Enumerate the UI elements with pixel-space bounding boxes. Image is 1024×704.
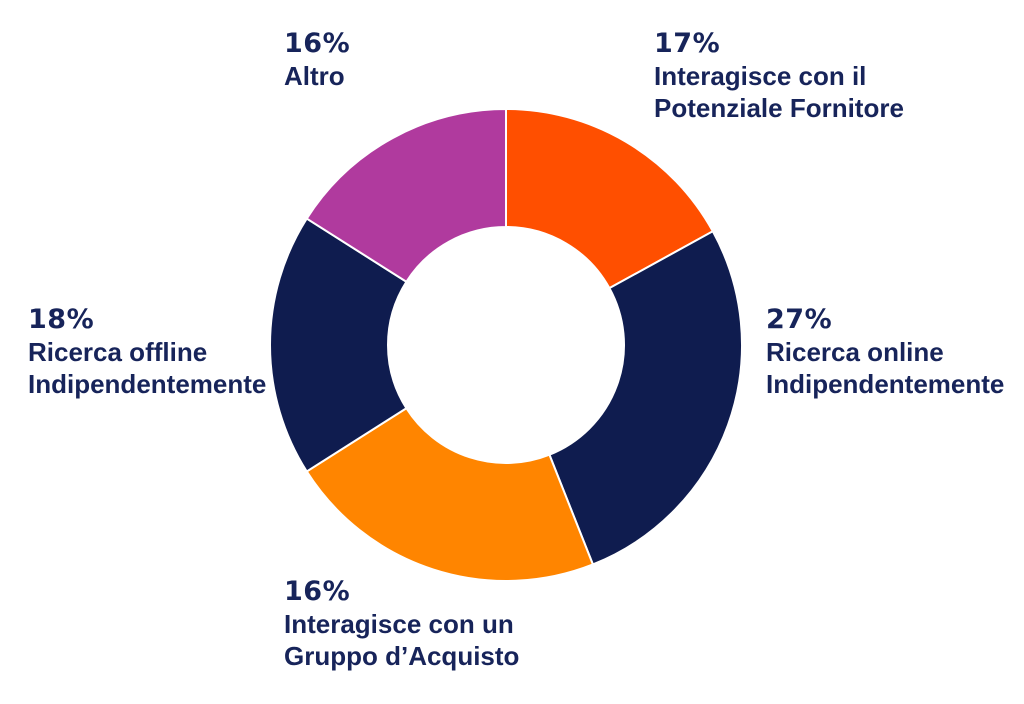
slice-label-line: Ricerca online	[766, 336, 944, 367]
slice-value-label: 16%	[284, 28, 351, 59]
slice-label-line: Altro	[284, 60, 345, 91]
label-altro: 16% Altro	[284, 28, 350, 93]
slice-label-line: Interagisce con il	[654, 60, 867, 91]
slice-value-label: 27%	[766, 304, 833, 335]
slice-value-label: 16%	[284, 576, 351, 607]
slice-value-label: 18%	[28, 304, 95, 335]
donut-slice-1	[548, 229, 743, 566]
label-potenziale-fornitore: 17% Interagisce con il Potenziale Fornit…	[654, 28, 904, 124]
slice-value-label: 17%	[654, 28, 721, 59]
slice-label-line: Interagisce con un	[284, 608, 514, 639]
label-ricerca-offline: 18% Ricerca offline Indipendentemente	[28, 304, 266, 400]
slice-label-line: Potenziale Fornitore	[654, 92, 904, 123]
donut-slice-2	[305, 406, 595, 582]
slice-label-line: Indipendentemente	[28, 368, 267, 399]
donut-slice-0	[505, 107, 715, 290]
label-gruppo-acquisto: 16% Interagisce con un Gruppo d’Acquisto	[284, 576, 519, 672]
slice-label-line: Indipendentemente	[766, 368, 1005, 399]
slice-label-line: Ricerca offline	[28, 336, 208, 367]
slice-label-line: Gruppo d’Acquisto	[284, 640, 520, 671]
donut-slice-3	[269, 217, 408, 473]
label-ricerca-online: 27% Ricerca online Indipendentemente	[766, 304, 1004, 400]
donut-slice-4	[305, 107, 507, 284]
